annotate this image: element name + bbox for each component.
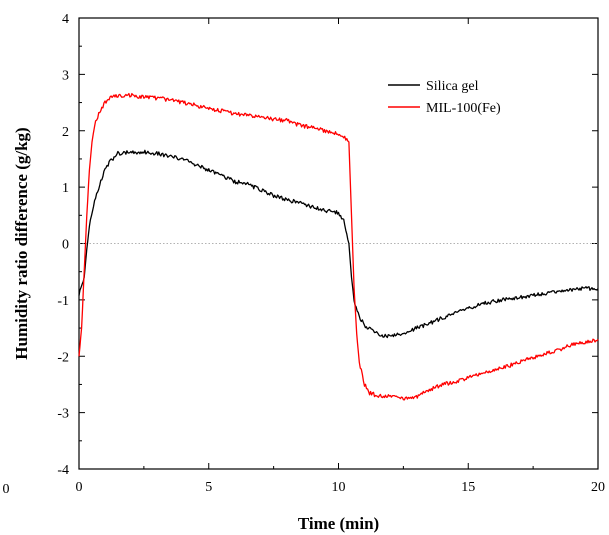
y-tick-label: 3 <box>62 68 69 83</box>
legend-label: MIL-100(Fe) <box>426 101 501 116</box>
x-tick-label: 10 <box>332 480 346 495</box>
x-tick-label: 20 <box>591 480 605 495</box>
stray-zero-label: 0 <box>3 482 10 497</box>
x-tick-label: 15 <box>461 480 475 495</box>
y-tick-label: 0 <box>62 238 69 253</box>
x-tick-label: 0 <box>76 480 83 495</box>
legend: Silica gel MIL-100(Fe) <box>388 79 501 116</box>
y-tick-label: -1 <box>57 294 69 309</box>
y-tick-label: -4 <box>57 463 69 478</box>
x-tick-label: 5 <box>205 480 212 495</box>
x-axis-title: Time (min) <box>298 514 379 533</box>
series-line-silica-gel <box>78 149 599 339</box>
y-axis-title: Humidity ratio difference (g/kg) <box>12 127 31 359</box>
y-tick-label: 2 <box>62 125 69 140</box>
y-tick-label: -3 <box>57 407 69 422</box>
series-line-mil-100-fe <box>78 92 599 401</box>
y-tick-label: 1 <box>62 181 69 196</box>
legend-label: Silica gel <box>426 79 479 94</box>
y-tick-label: -2 <box>57 350 69 365</box>
y-tick-label: 4 <box>62 12 69 27</box>
series-layer <box>78 92 599 401</box>
